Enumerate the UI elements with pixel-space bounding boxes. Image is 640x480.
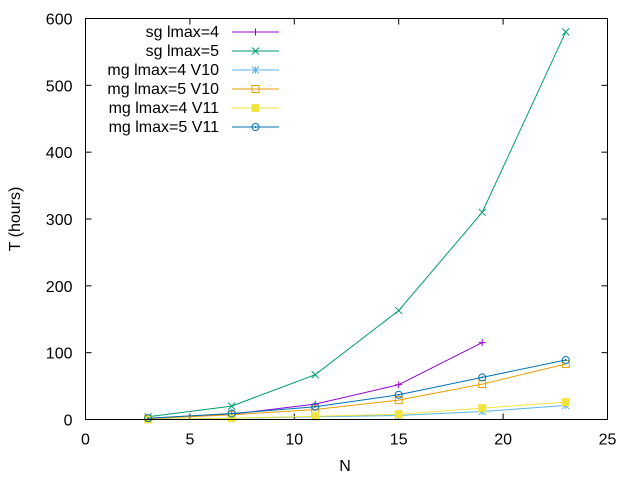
x-tick-label: 5 bbox=[185, 432, 194, 449]
data-point-marker bbox=[478, 373, 487, 382]
data-point-marker bbox=[252, 28, 259, 36]
legend-label: mg lmax=5 V10 bbox=[107, 81, 219, 98]
legend-item: sg lmax=5 bbox=[146, 43, 279, 60]
x-tick-label: 20 bbox=[494, 432, 512, 449]
data-point-marker-center bbox=[564, 359, 567, 362]
x-tick-label: 15 bbox=[390, 432, 408, 449]
data-point-marker bbox=[227, 409, 236, 418]
series-line bbox=[148, 359, 566, 419]
data-point-marker bbox=[311, 370, 320, 379]
legend-label: mg lmax=4 V11 bbox=[109, 100, 220, 117]
y-axis-label: T (hours) bbox=[7, 187, 24, 252]
series-lines bbox=[144, 28, 570, 424]
tick-labels: 0 5 10 15 20 25 0 100 200 300 400 500 600 bbox=[46, 12, 617, 449]
x-tick-label: 10 bbox=[285, 432, 303, 449]
data-point-marker bbox=[227, 414, 236, 423]
data-point-marker bbox=[144, 414, 153, 423]
data-point-marker-center bbox=[481, 376, 484, 379]
data-point-marker bbox=[394, 410, 403, 419]
y-tick-label: 100 bbox=[46, 346, 73, 363]
series-5 bbox=[144, 356, 570, 423]
y-tick-label: 0 bbox=[64, 413, 73, 430]
legend-label: sg lmax=4 bbox=[146, 24, 219, 41]
y-tick-label: 200 bbox=[46, 279, 73, 296]
data-point-marker bbox=[394, 396, 403, 405]
data-point-marker bbox=[395, 381, 403, 389]
data-point-marker bbox=[227, 402, 236, 410]
x-tick-label: 25 bbox=[599, 432, 617, 449]
data-point-marker-center bbox=[254, 126, 257, 128]
data-point-marker bbox=[251, 47, 260, 55]
series-line bbox=[148, 31, 567, 418]
series-3 bbox=[144, 360, 570, 423]
y-tick-label: 500 bbox=[46, 78, 73, 95]
data-point-marker-center bbox=[397, 393, 400, 396]
series-line bbox=[148, 401, 566, 420]
data-point-marker bbox=[478, 339, 486, 347]
legend-item: mg lmax=5 V10 bbox=[107, 81, 279, 98]
y-tick-label: 300 bbox=[46, 212, 73, 229]
legend-item: mg lmax=5 V11 bbox=[109, 119, 279, 136]
legend: sg lmax=4 sg lmax=5 mg lmax=4 V10 mg lmax=5… bbox=[107, 24, 279, 136]
series-line bbox=[148, 363, 566, 420]
data-point-marker-center bbox=[147, 417, 150, 420]
data-point-marker bbox=[251, 104, 260, 112]
legend-item: mg lmax=4 V10 bbox=[107, 62, 279, 79]
data-point-marker bbox=[394, 390, 403, 399]
data-point-marker bbox=[251, 66, 260, 74]
data-point-marker bbox=[251, 85, 260, 93]
x-axis-label: N bbox=[339, 458, 351, 475]
data-point-marker bbox=[478, 208, 487, 217]
legend-label: mg lmax=4 V10 bbox=[107, 62, 219, 79]
data-point-marker bbox=[311, 402, 320, 411]
data-point-marker bbox=[561, 356, 570, 365]
data-point-marker bbox=[394, 306, 403, 315]
legend-item: mg lmax=4 V11 bbox=[109, 100, 279, 117]
legend-item: sg lmax=4 bbox=[146, 24, 279, 41]
data-point-marker bbox=[478, 404, 487, 413]
data-point-marker bbox=[311, 412, 320, 421]
y-tick-label: 600 bbox=[46, 12, 73, 29]
legend-label: mg lmax=5 V11 bbox=[109, 119, 220, 136]
data-point-marker bbox=[561, 360, 570, 369]
x-tick-label: 0 bbox=[81, 432, 90, 449]
data-point-marker-center bbox=[314, 405, 317, 408]
data-point-marker-center bbox=[230, 412, 233, 415]
data-point-marker bbox=[251, 123, 260, 131]
data-point-marker bbox=[561, 398, 570, 407]
y-tick-label: 400 bbox=[46, 145, 73, 162]
plot-frame bbox=[85, 18, 608, 420]
data-point-marker bbox=[561, 28, 570, 36]
legend-label: sg lmax=5 bbox=[146, 43, 219, 60]
